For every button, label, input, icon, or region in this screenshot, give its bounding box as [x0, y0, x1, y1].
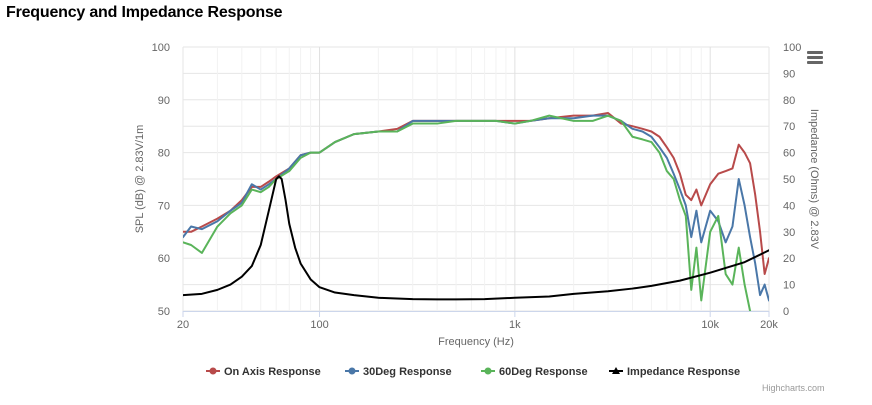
highcharts-credits[interactable]: Highcharts.com	[762, 383, 825, 393]
y2-tick-label: 60	[783, 148, 795, 160]
legend-marker-2	[484, 367, 492, 375]
x-tick-label: 10k	[701, 319, 719, 331]
x-tick-label: 20	[177, 319, 189, 331]
hamburger-menu-icon[interactable]	[805, 50, 825, 68]
legend-label-1: 30Deg Response	[363, 366, 452, 378]
x-axis-title: Frequency (Hz)	[438, 336, 514, 348]
x-tick-label: 1k	[509, 319, 521, 331]
legend: On Axis Response 30Deg Response 60Deg Resp…	[206, 366, 740, 378]
y2-tick-label: 50	[783, 174, 795, 186]
legend-label-2: 60Deg Response	[499, 366, 588, 378]
y2-tick-label: 10	[783, 280, 795, 292]
y2-tick-label: 20	[783, 253, 795, 265]
y2-tick-label: 0	[783, 306, 789, 318]
y2-tick-label: 80	[783, 95, 795, 107]
series-line-3	[183, 175, 769, 301]
y-tick-label: 90	[158, 95, 170, 107]
y2-tick-label: 30	[783, 227, 795, 239]
y-tick-label: 70	[158, 200, 170, 212]
y-tick-label: 60	[158, 253, 170, 265]
y-axis-title: SPL (dB) @ 2.83V/1m	[134, 125, 146, 234]
page-title: Frequency and Impedance Response	[6, 4, 283, 21]
y2-tick-label: 70	[783, 121, 795, 133]
legend-marker-0	[209, 367, 217, 375]
y2-tick-label: 100	[783, 42, 801, 54]
y-tick-label: 80	[158, 148, 170, 160]
legend-marker-3	[612, 367, 620, 374]
series-line-2	[183, 114, 752, 311]
legend-label-3: Impedance Response	[627, 366, 740, 378]
axis-layer: 20 100 1k 10k 20k 50 60 70 80 90 100 0 10 20 30 40 50 60 7…	[134, 42, 820, 348]
y-tick-label: 100	[152, 42, 170, 54]
y-tick-label: 50	[158, 306, 170, 318]
y2-tick-label: 90	[783, 68, 795, 80]
series-line-0	[183, 112, 769, 276]
x-tick-label: 100	[310, 319, 328, 331]
x-tick-label: 20k	[760, 319, 778, 331]
legend-label-0: On Axis Response	[224, 366, 321, 378]
y2-tick-label: 40	[783, 200, 795, 212]
grid-layer	[182, 46, 770, 312]
series-layer	[183, 112, 769, 311]
y2-axis-title: Impedance (Ohms) @ 2.83V	[808, 109, 820, 250]
legend-marker-1	[348, 367, 356, 375]
series-line-1	[183, 114, 769, 302]
